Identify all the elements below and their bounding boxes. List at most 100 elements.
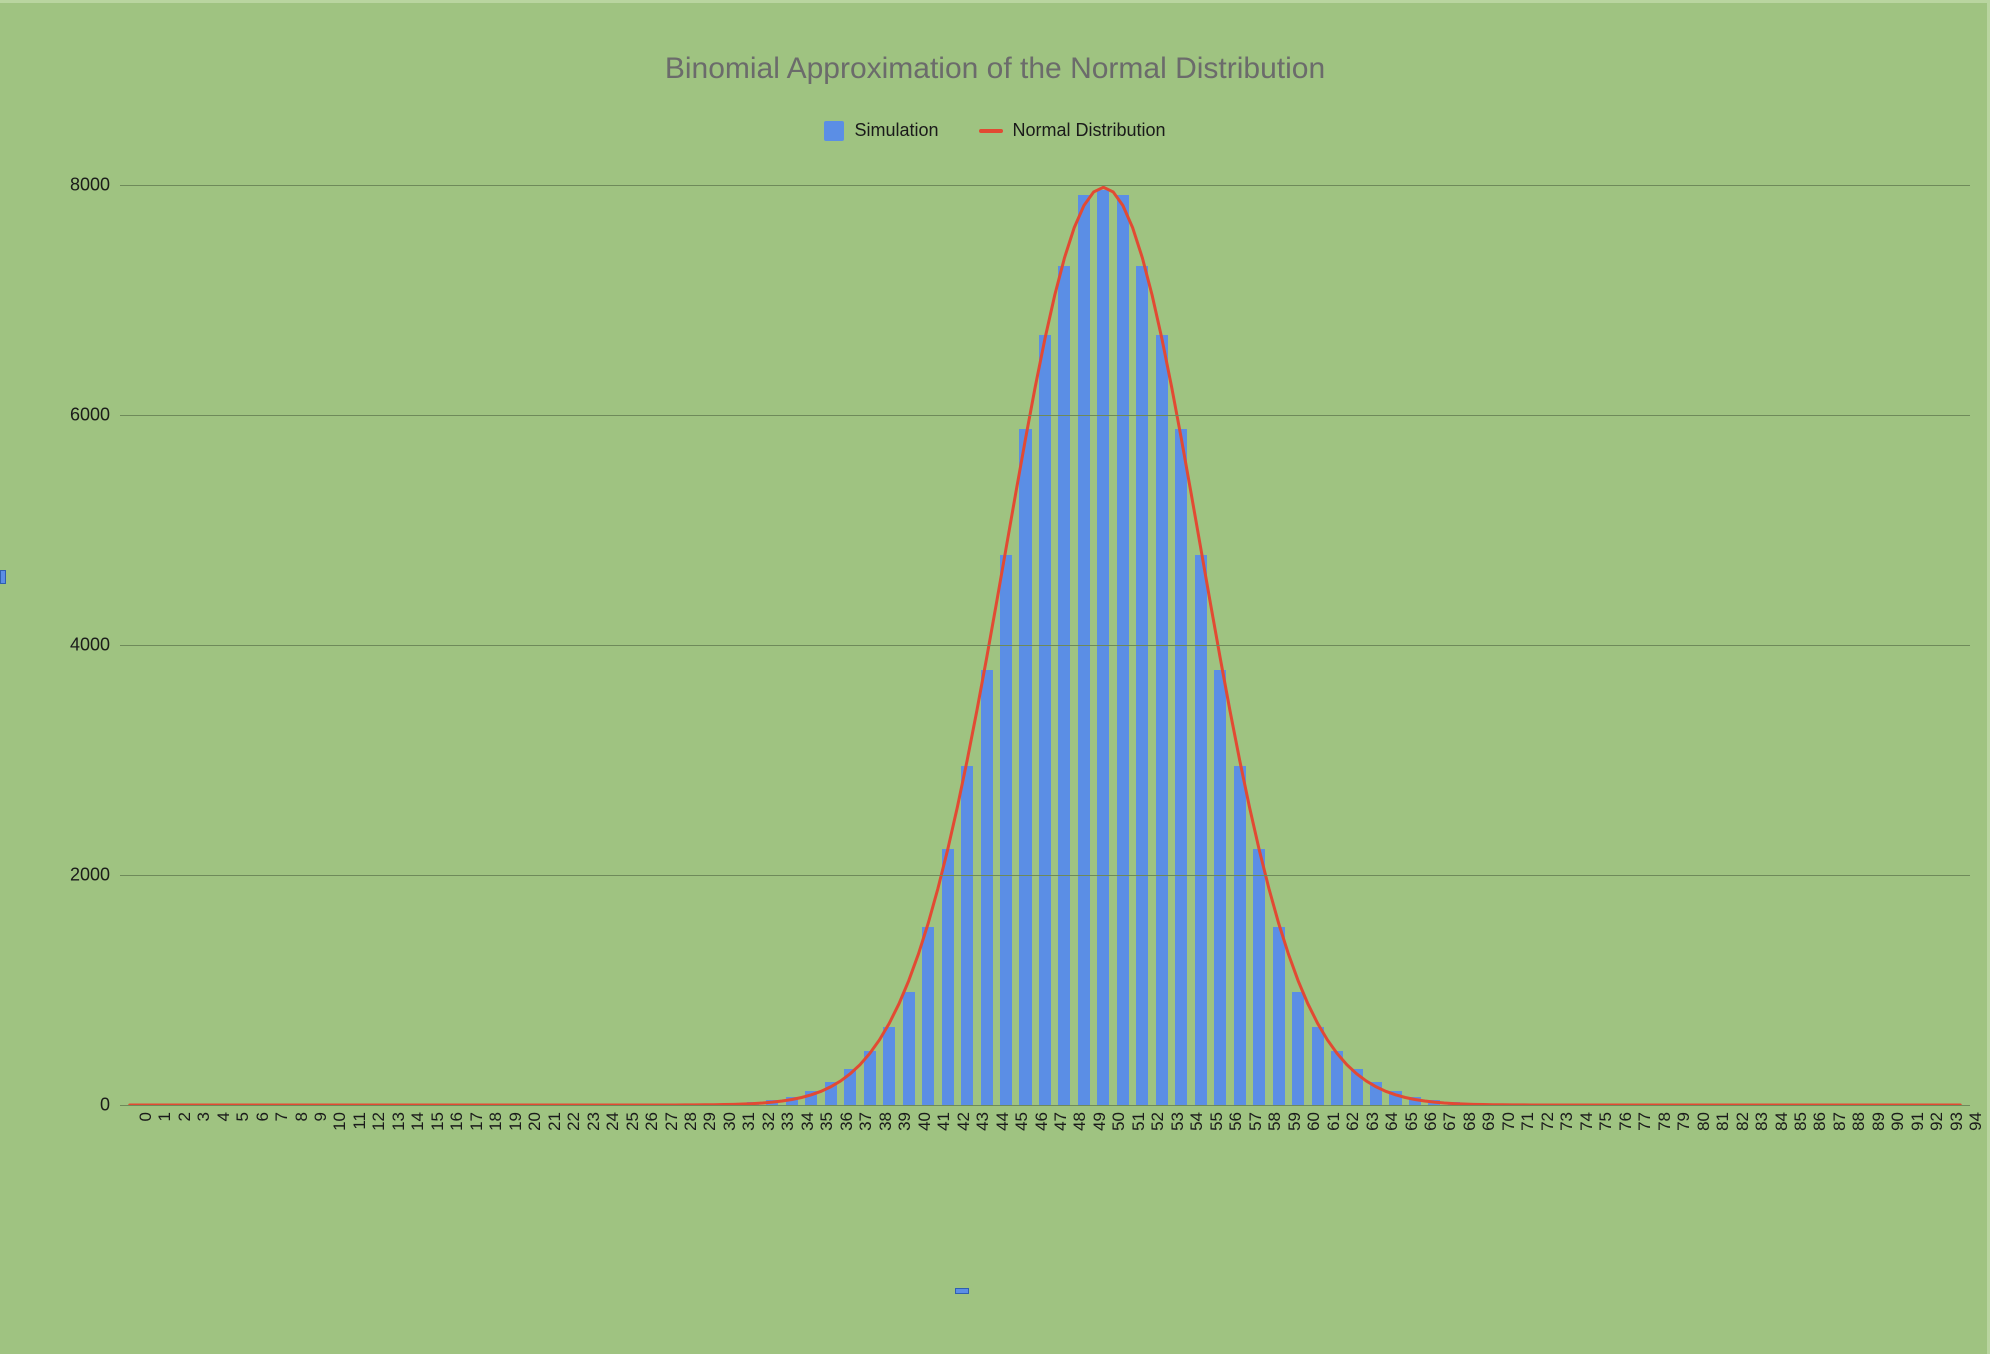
x-tick-label: 72 — [1538, 1112, 1558, 1131]
bar[interactable] — [805, 1091, 817, 1105]
bar[interactable] — [1058, 266, 1070, 1106]
x-tick-label: 55 — [1207, 1112, 1227, 1131]
x-tick-label: 45 — [1012, 1112, 1032, 1131]
x-tick-label: 25 — [623, 1112, 643, 1131]
x-tick-label: 44 — [993, 1112, 1013, 1131]
x-tick-label: 36 — [837, 1112, 857, 1131]
x-tick-label: 40 — [915, 1112, 935, 1131]
bar[interactable] — [1039, 335, 1051, 1106]
bar[interactable] — [883, 1027, 895, 1105]
legend-item-simulation[interactable]: Simulation — [824, 120, 938, 141]
x-tick-label: 17 — [467, 1112, 487, 1131]
bar[interactable] — [942, 849, 954, 1105]
x-tick-label: 23 — [584, 1112, 604, 1131]
x-tick-label: 68 — [1460, 1112, 1480, 1131]
x-tick-label: 82 — [1733, 1112, 1753, 1131]
bar[interactable] — [1175, 429, 1187, 1105]
x-tick-label: 4 — [214, 1112, 234, 1121]
bar[interactable] — [1273, 927, 1285, 1105]
handle-left-icon[interactable] — [0, 570, 6, 584]
border-top — [0, 0, 1990, 3]
x-tick-label: 62 — [1343, 1112, 1363, 1131]
x-tick-label: 1 — [155, 1112, 175, 1121]
grid-line — [120, 415, 1970, 416]
x-tick-label: 70 — [1499, 1112, 1519, 1131]
handle-bottom-icon[interactable] — [955, 1288, 969, 1294]
x-tick-label: 60 — [1304, 1112, 1324, 1131]
bar[interactable] — [786, 1097, 798, 1105]
x-tick-label: 22 — [564, 1112, 584, 1131]
x-tick-label: 33 — [778, 1112, 798, 1131]
bar[interactable] — [1214, 670, 1226, 1105]
x-tick-label: 18 — [486, 1112, 506, 1131]
x-tick-label: 38 — [876, 1112, 896, 1131]
bar[interactable] — [1097, 190, 1109, 1105]
x-tick-label: 75 — [1596, 1112, 1616, 1131]
x-tick-label: 9 — [311, 1112, 331, 1121]
x-tick-label: 24 — [603, 1112, 623, 1131]
bar[interactable] — [1234, 766, 1246, 1105]
legend-item-normal[interactable]: Normal Distribution — [979, 120, 1166, 141]
x-tick-label: 56 — [1226, 1112, 1246, 1131]
grid-line — [120, 645, 1970, 646]
x-tick-label: 7 — [272, 1112, 292, 1121]
x-tick-label: 79 — [1674, 1112, 1694, 1131]
x-tick-label: 81 — [1713, 1112, 1733, 1131]
bar[interactable] — [903, 992, 915, 1105]
bar[interactable] — [1078, 195, 1090, 1105]
x-tick-label: 35 — [817, 1112, 837, 1131]
bar[interactable] — [1389, 1091, 1401, 1105]
bar[interactable] — [1292, 992, 1304, 1105]
x-tick-label: 84 — [1772, 1112, 1792, 1131]
bar[interactable] — [1019, 429, 1031, 1105]
x-tick-label: 86 — [1810, 1112, 1830, 1131]
x-tick-label: 31 — [739, 1112, 759, 1131]
x-tick-label: 78 — [1655, 1112, 1675, 1131]
bar[interactable] — [1312, 1027, 1324, 1105]
bar[interactable] — [981, 670, 993, 1105]
bar[interactable] — [1195, 555, 1207, 1105]
bar[interactable] — [1253, 849, 1265, 1105]
y-tick-label: 8000 — [50, 175, 110, 196]
bar[interactable] — [864, 1051, 876, 1105]
bar[interactable] — [1351, 1069, 1363, 1105]
bar[interactable] — [961, 766, 973, 1105]
x-tick-label: 16 — [447, 1112, 467, 1131]
bar[interactable] — [1000, 555, 1012, 1105]
x-tick-label: 90 — [1888, 1112, 1908, 1131]
x-tick-label: 94 — [1966, 1112, 1986, 1131]
bar[interactable] — [1117, 195, 1129, 1105]
grid-line — [120, 875, 1970, 876]
bar[interactable] — [825, 1082, 837, 1105]
bar[interactable] — [844, 1069, 856, 1105]
x-tick-label: 73 — [1557, 1112, 1577, 1131]
x-tick-label: 66 — [1421, 1112, 1441, 1131]
bar[interactable] — [1409, 1097, 1421, 1105]
x-tick-label: 20 — [525, 1112, 545, 1131]
x-tick-label: 91 — [1908, 1112, 1928, 1131]
x-tick-label: 53 — [1168, 1112, 1188, 1131]
bar[interactable] — [1136, 266, 1148, 1106]
x-tick-label: 58 — [1265, 1112, 1285, 1131]
bar[interactable] — [1156, 335, 1168, 1106]
x-tick-label: 11 — [350, 1112, 370, 1130]
x-tick-label: 85 — [1791, 1112, 1811, 1131]
bar[interactable] — [922, 927, 934, 1105]
bar[interactable] — [1370, 1082, 1382, 1105]
x-tick-label: 89 — [1869, 1112, 1889, 1131]
grid-line — [120, 1105, 1970, 1106]
legend-label-normal: Normal Distribution — [1013, 120, 1166, 141]
x-tick-label: 42 — [954, 1112, 974, 1131]
x-tick-label: 67 — [1440, 1112, 1460, 1131]
x-tick-label: 12 — [369, 1112, 389, 1131]
x-tick-label: 57 — [1246, 1112, 1266, 1131]
x-tick-label: 71 — [1518, 1112, 1538, 1131]
x-tick-label: 88 — [1849, 1112, 1869, 1131]
x-tick-label: 65 — [1402, 1112, 1422, 1131]
x-tick-label: 5 — [233, 1112, 253, 1121]
x-tick-label: 34 — [798, 1112, 818, 1131]
x-tick-label: 77 — [1635, 1112, 1655, 1131]
x-tick-label: 0 — [136, 1112, 156, 1121]
bar[interactable] — [1331, 1051, 1343, 1105]
y-tick-label: 4000 — [50, 635, 110, 656]
